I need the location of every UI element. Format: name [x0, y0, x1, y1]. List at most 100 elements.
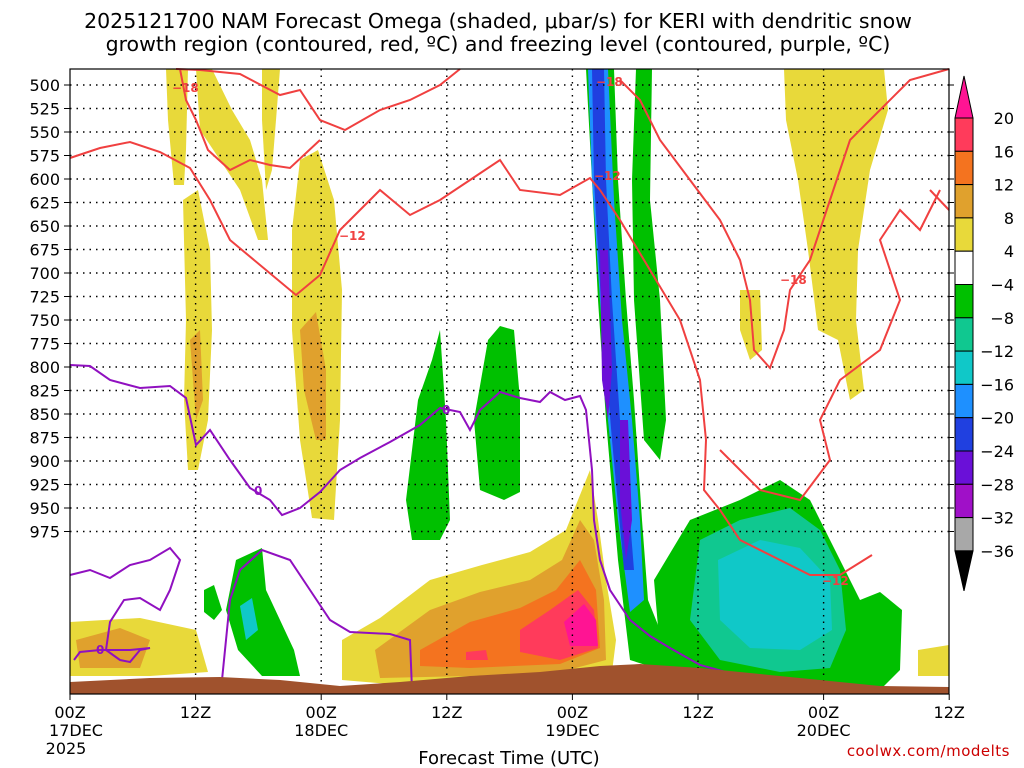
omega-sinking-weak-area: [204, 585, 222, 620]
pressure-axis: 500 525 550 575 600 625 650 675 700 725 750 775 800 8…: [29, 76, 954, 542]
colorbar-label: −12: [980, 342, 1014, 361]
pressure-tick-label: 550: [29, 123, 60, 142]
purple-contour-zero-lower-mid: [221, 548, 413, 691]
credit-text: coolwx.com/modelts: [847, 742, 1010, 760]
red-contour-label: −18: [596, 75, 623, 89]
colorbar-swatch: [954, 250, 974, 285]
plot-area: −18 −12 −18 −12 −18 −12 0 0 0 500 525 550 5…: [29, 68, 965, 758]
colorbar-swatch: [954, 517, 974, 552]
omega-rising-moderate-area: [300, 312, 326, 440]
pressure-tick-label: 975: [29, 523, 60, 542]
time-tick-date-label: 19DEC: [545, 721, 599, 740]
pressure-tick-label: 525: [29, 100, 60, 119]
purple-contours: [69, 364, 741, 691]
omega-rising-weak-area: [166, 69, 188, 185]
time-tick-label: 12Z: [934, 703, 965, 722]
colorbar-label: −8: [990, 309, 1014, 328]
x-axis-label: Forecast Time (UTC): [418, 748, 599, 768]
colorbar-bottom-arrow: [954, 550, 974, 592]
pressure-tick-label: 725: [29, 288, 60, 307]
colorbar-swatch: [954, 150, 974, 186]
time-tick-label: 00Z: [54, 703, 85, 722]
red-contour-label: −12: [594, 169, 621, 183]
colorbar-swatch: [954, 217, 974, 252]
colorbar-swatch: [954, 317, 974, 352]
contour-labels: −18 −12 −18 −12 −18 −12 0 0 0: [96, 75, 849, 657]
pressure-tick-label: 850: [29, 405, 60, 424]
colorbar-swatch: [954, 284, 974, 319]
time-tick-year-label: 2025: [46, 739, 87, 758]
time-tick-date-label: 20DEC: [797, 721, 851, 740]
colorbar-top-arrow: [954, 75, 974, 119]
colorbar-swatch: [954, 350, 974, 385]
colorbar-swatch: [954, 383, 974, 419]
omega-rising-weak-area: [918, 645, 949, 676]
pressure-tick-label: 500: [29, 76, 60, 95]
pressure-tick-label: 675: [29, 241, 60, 260]
purple-contour-label: 0: [96, 643, 104, 657]
omega-rising-very-strong-area: [466, 650, 488, 660]
purple-contour-zero-lower-left: [69, 546, 182, 664]
omega-rising-weak-area: [183, 190, 212, 470]
colorbar-label: 4: [1004, 242, 1014, 261]
colorbar: 20 16 12 8 4 −4 −8 −12 −16 −20 −24 −28 −32 −36: [954, 75, 1014, 592]
omega-sinking-extreme-area: [600, 250, 612, 420]
red-contour-minus-12-upper: [69, 140, 601, 297]
omega-sinking-strong-area: [240, 598, 258, 640]
purple-contour-label: 0: [442, 403, 450, 417]
omega-sinking-extreme-area: [620, 420, 632, 560]
pressure-tick-label: 625: [29, 194, 60, 213]
pressure-tick-label: 950: [29, 499, 60, 518]
red-contour-label: −12: [822, 574, 849, 588]
colorbar-swatch: [954, 483, 974, 519]
colorbar-label: 20: [994, 109, 1014, 128]
red-contour-minus-12-far-right: [929, 189, 950, 211]
colorbar-swatch: [954, 450, 974, 485]
colorbar-swatch: [954, 184, 974, 219]
time-tick-label: 12Z: [180, 703, 211, 722]
colorbar-label: 8: [1004, 209, 1014, 228]
colorbar-label: −28: [980, 475, 1014, 494]
red-contour-label: −12: [339, 229, 366, 243]
red-contour-label: −18: [780, 273, 807, 287]
grid-lines: [70, 69, 949, 694]
colorbar-label: −32: [980, 509, 1014, 528]
colorbar-label: −36: [980, 542, 1014, 561]
omega-rising-moderate-area: [190, 330, 203, 420]
omega-sinking-weak-area: [632, 69, 666, 460]
pressure-tick-label: 775: [29, 335, 60, 354]
colorbar-swatch: [954, 117, 974, 152]
colorbar-swatch: [954, 417, 974, 452]
colorbar-label: −16: [980, 375, 1014, 394]
pressure-tick-label: 700: [29, 264, 60, 283]
red-contours: [69, 68, 950, 576]
time-tick-date-label: 18DEC: [294, 721, 348, 740]
pressure-tick-label: 800: [29, 358, 60, 377]
red-contour-label: −18: [172, 81, 199, 95]
colorbar-label: −4: [990, 276, 1014, 295]
chart-title-line-1: 2025121700 NAM Forecast Omega (shaded, μ…: [84, 9, 912, 33]
terrain-surface: [70, 664, 949, 694]
time-tick-label: 12Z: [682, 703, 713, 722]
colorbar-label: 12: [994, 176, 1014, 195]
purple-contour-label: 0: [254, 484, 262, 498]
omega-rising-weak-area: [262, 69, 280, 190]
omega-rising-moderate-area: [76, 628, 150, 668]
red-contour-minus-18-lower-right: [719, 189, 941, 502]
time-tick-label: 12Z: [431, 703, 462, 722]
omega-sinking-weak-area: [226, 548, 300, 676]
omega-rising-weak-area: [196, 69, 268, 240]
pressure-tick-label: 575: [29, 147, 60, 166]
red-contour-minus-18-mid: [179, 68, 321, 172]
time-tick-label: 00Z: [808, 703, 839, 722]
omega-sinking-strong-area: [718, 540, 832, 650]
pressure-tick-label: 875: [29, 429, 60, 448]
omega-rising-weak-area: [784, 69, 888, 400]
omega-sinking-weak-area: [474, 326, 520, 500]
red-contour-minus-18-right: [619, 68, 950, 370]
pressure-tick-label: 900: [29, 452, 60, 471]
plot-frame: [69, 68, 950, 695]
time-tick-label: 00Z: [557, 703, 588, 722]
